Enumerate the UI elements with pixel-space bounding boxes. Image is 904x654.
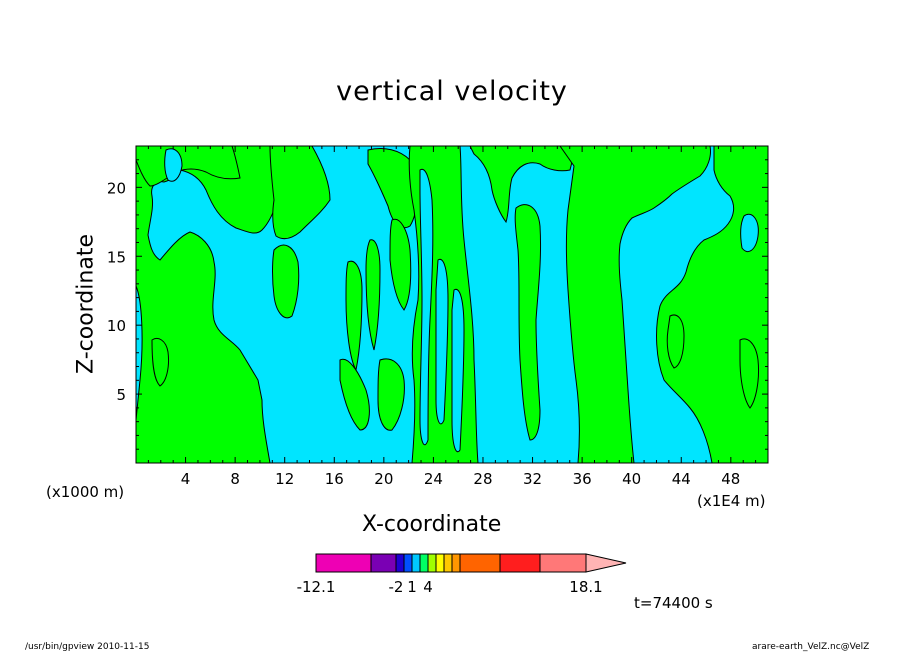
x-tick-label: 44 bbox=[672, 470, 691, 488]
negative-region bbox=[435, 258, 449, 425]
x-tick-label: 12 bbox=[275, 470, 294, 488]
plot-frame bbox=[135, 145, 769, 464]
colorbar-cell bbox=[395, 553, 405, 573]
x-unit-note: (x1000 m) bbox=[46, 483, 125, 501]
positive-region bbox=[136, 146, 281, 463]
positive-region bbox=[469, 146, 577, 224]
colorbar-cell bbox=[419, 553, 429, 573]
positive-region bbox=[377, 358, 405, 431]
colorbar-cell bbox=[411, 553, 421, 573]
colorbar-label: 18.1 bbox=[569, 578, 602, 596]
colorbar-label: 4 bbox=[423, 578, 433, 596]
negative-region bbox=[740, 213, 759, 252]
x-tick-label: 32 bbox=[523, 470, 542, 488]
y-axis-label: Z-coordinate bbox=[73, 234, 99, 374]
x-tick-label: 28 bbox=[473, 470, 492, 488]
colorbar-cell bbox=[459, 553, 501, 573]
footer-left-text: /usr/bin/gpview 2010-11-15 bbox=[25, 642, 150, 652]
x-scale-note: (x1E4 m) bbox=[697, 492, 766, 510]
contour-field bbox=[136, 146, 768, 463]
time-label: t=74400 s bbox=[634, 594, 713, 612]
y-axis-ticks: 5 10 15 20 bbox=[107, 159, 768, 450]
colorbar-cell bbox=[403, 553, 413, 573]
positive-region bbox=[136, 146, 241, 187]
x-axis-label: X-coordinate bbox=[362, 512, 502, 537]
colorbar-cell bbox=[443, 553, 453, 573]
y-tick-label: 10 bbox=[107, 317, 126, 335]
colorbar-cell bbox=[451, 553, 461, 573]
colorbar: -12.1 -2 1 4 18.1 bbox=[297, 553, 627, 596]
x-tick-label: 48 bbox=[721, 470, 740, 488]
colorbar-cell bbox=[315, 553, 372, 573]
colorbar-label: 1 bbox=[407, 578, 417, 596]
positive-region bbox=[559, 146, 711, 463]
positive-region bbox=[269, 146, 331, 240]
colorbar-cell bbox=[370, 553, 397, 573]
x-tick-label: 20 bbox=[374, 470, 393, 488]
x-tick-label: 16 bbox=[325, 470, 344, 488]
x-tick-label: 36 bbox=[573, 470, 592, 488]
colorbar-label: -2 bbox=[389, 578, 404, 596]
negative-region bbox=[419, 168, 434, 446]
positive-region bbox=[272, 244, 300, 319]
x-tick-label: 4 bbox=[181, 470, 191, 488]
negative-region bbox=[451, 288, 465, 452]
colorbar-cell bbox=[435, 553, 445, 573]
positive-region bbox=[151, 338, 169, 387]
negative-region bbox=[164, 148, 183, 182]
positive-region bbox=[389, 218, 412, 311]
positive-region bbox=[365, 239, 381, 351]
x-tick-label: 40 bbox=[622, 470, 641, 488]
positive-region bbox=[367, 147, 418, 229]
colorbar-cell bbox=[499, 553, 541, 573]
y-tick-label: 15 bbox=[107, 248, 126, 266]
positive-region bbox=[656, 146, 768, 463]
x-tick-label: 8 bbox=[230, 470, 240, 488]
x-tick-label: 24 bbox=[424, 470, 443, 488]
positive-region bbox=[514, 204, 542, 441]
x-axis-ticks: 4 8 12 16 20 24 28 32 36 40 44 48 bbox=[147, 146, 757, 488]
colorbar-cell bbox=[427, 553, 437, 573]
y-tick-label: 20 bbox=[107, 179, 126, 197]
colorbar-label: -12.1 bbox=[297, 578, 336, 596]
footer-right-text: arare-earth_VelZ.nc@VelZ bbox=[752, 642, 870, 652]
y-tick-label: 5 bbox=[116, 386, 126, 404]
positive-region bbox=[339, 358, 370, 431]
colorbar-arrow bbox=[585, 553, 627, 573]
positive-region bbox=[739, 338, 759, 409]
colorbar-cell bbox=[539, 553, 587, 573]
positive-region bbox=[666, 314, 685, 369]
chart-title: vertical velocity bbox=[336, 76, 568, 107]
